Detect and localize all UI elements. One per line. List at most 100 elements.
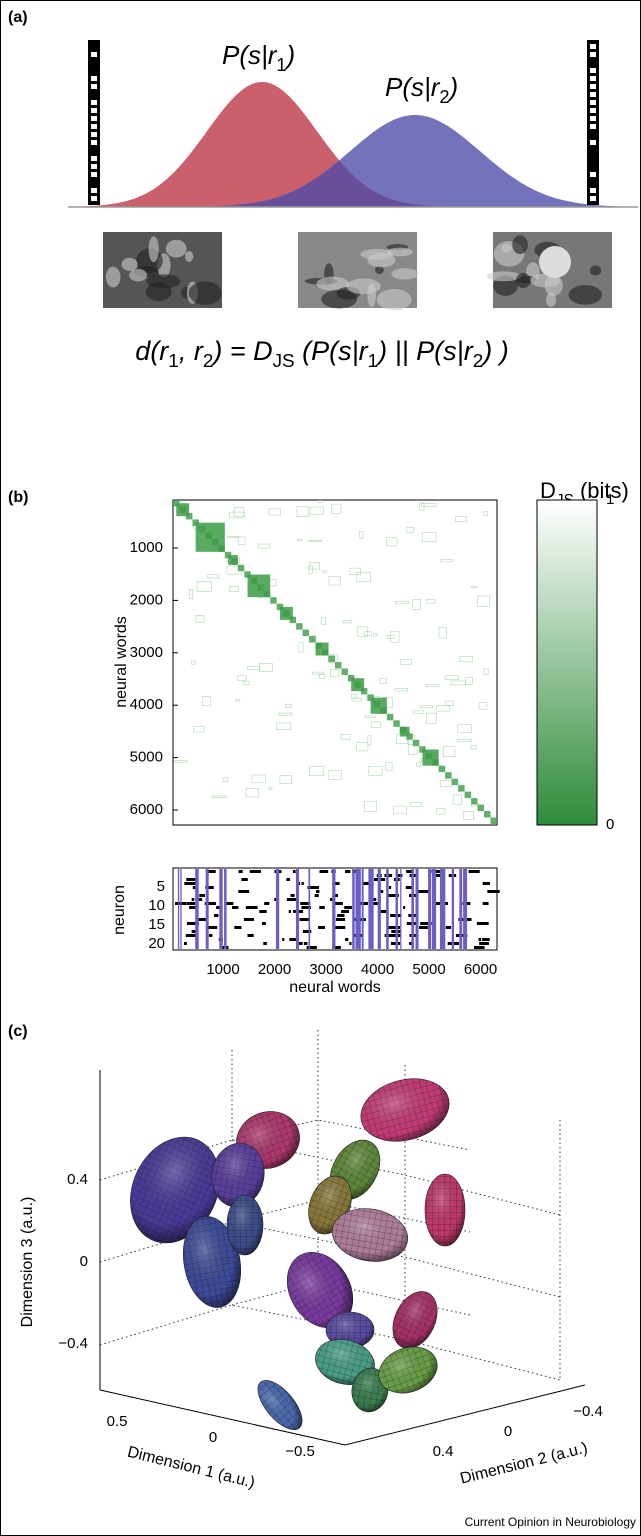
speckle [196,581,212,592]
speckle [318,500,324,503]
speckle [193,726,205,733]
y-tick-label: −0.4 [573,1403,603,1420]
barcode-cell [590,68,596,73]
y-tick-label: 2000 [130,591,163,608]
speckle [351,698,363,702]
speckle [366,696,380,701]
panel-label: (b) [8,489,28,506]
curve-label: P(s|r2) [385,72,458,107]
distance-matrix [173,500,497,824]
barcodes [88,40,599,205]
spike [243,918,253,921]
photo-detail [148,236,159,263]
barcode-cell [91,156,97,161]
photo-detail [546,292,557,307]
speckle [440,559,453,563]
speckle [385,762,393,771]
speckle [483,511,488,517]
x-tick-label: 4000 [361,961,394,978]
spike [234,926,242,929]
photo-detail [486,271,522,282]
speckle [229,511,245,519]
speckle [296,506,309,517]
spike [302,930,312,933]
spike [487,890,490,893]
diag [393,720,400,727]
y-tick-label: 20 [148,935,165,952]
block [351,678,365,692]
text-part: 2 [203,351,214,372]
photo-detail [165,239,187,258]
speckle [399,659,412,665]
panel-label: (c) [8,1023,28,1040]
ellipsoids [130,1078,466,1430]
diag [484,811,491,818]
ellipsoid-shade [360,1078,450,1142]
spike [300,902,311,905]
speckle [309,766,325,777]
ellipsoid-shade [332,1208,408,1262]
barcode-cell [590,108,596,113]
text-part: (bits) [574,478,629,503]
spike [306,946,317,949]
barcode-cell [590,140,596,145]
spike [319,906,325,909]
speckle [419,502,425,511]
spike [434,874,442,877]
photo-detail [121,257,138,271]
barcode-cell [590,52,596,57]
speckle [257,543,271,549]
speckle [394,600,409,605]
photo-detail [188,281,222,305]
speckle [379,678,387,684]
barcode-cell [91,172,97,177]
speckle [247,666,261,670]
speckle [477,595,490,607]
spike [292,870,296,873]
photo-detail [316,276,350,291]
text-part: ) [284,40,296,70]
speckle [436,705,450,712]
curve [68,82,638,207]
speckle [370,721,381,728]
diag [224,551,232,559]
diag [360,687,368,695]
speckle [226,557,240,563]
barcode-cell [590,92,596,97]
y-tick-label: 3000 [130,644,163,661]
ellipsoid-shade [351,1367,389,1413]
spike [274,898,277,901]
spike [349,942,352,945]
spike [189,906,196,909]
speckle [245,788,259,798]
spike [386,926,398,929]
diag [490,817,497,824]
speckle [331,503,342,514]
photo-detail [321,289,358,309]
text-part: , r [179,336,204,366]
y-tick-label: 6000 [130,801,163,818]
diag [244,571,251,578]
equation: d(r1, r2) = DJS (P(s|r1) || P(s|r2) ) [135,336,508,372]
diag [458,785,465,792]
spike [186,922,199,925]
speckle [193,524,202,530]
text-part: ) = D [210,336,272,366]
ellipsoid-shade [182,1216,242,1308]
spike [482,882,490,885]
text-part: ) || P(s|r [375,336,474,366]
speckle [413,710,425,714]
speckle [174,501,183,505]
speckle [373,633,378,637]
z-tick-label: 0 [80,1253,88,1270]
spike [191,930,198,933]
spike [184,882,192,885]
speckle [235,699,241,702]
photo-detail [391,268,419,280]
spike [434,902,441,905]
barcode-cell [590,84,596,89]
speckle [189,589,194,600]
spike [263,942,267,945]
speckle [330,669,339,678]
speckle [350,693,357,698]
